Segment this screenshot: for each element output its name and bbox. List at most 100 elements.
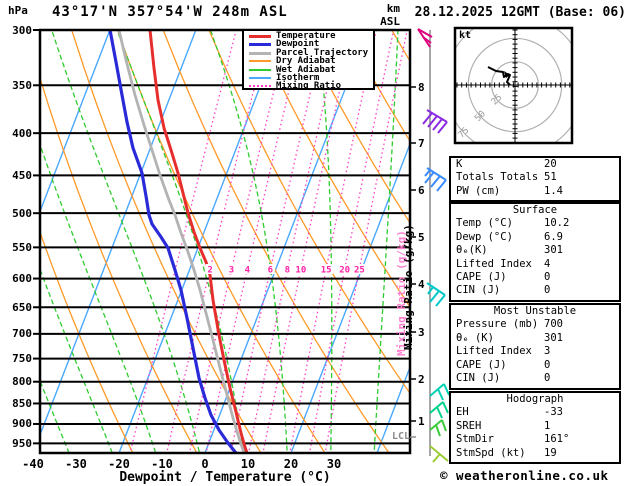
- indices-row-value: 0: [544, 358, 551, 371]
- legend-line-swatch: [249, 43, 271, 47]
- legend-item: Mixing Ratio: [244, 81, 373, 91]
- legend-item: Temperature: [244, 31, 373, 41]
- km-tick-label: 2: [418, 372, 425, 386]
- indices-row: EH -33: [451, 406, 619, 419]
- pressure-tick-label: 850: [12, 396, 32, 410]
- legend-item-label: Wet Adiabat: [276, 64, 336, 75]
- km-tick-label: 7: [418, 136, 425, 150]
- mixing-ratio-value-label: 8: [285, 266, 290, 276]
- wind-barb-icon: [422, 109, 448, 134]
- indices-row: Dewp (°C) 6.9: [451, 231, 619, 244]
- hodograph-border: [453, 26, 574, 145]
- dry-adiabat-line: [116, 30, 326, 453]
- altitude-axis-unit-km: km: [386, 2, 400, 15]
- x-axis-title: Dewpoint / Temperature (°C): [119, 470, 331, 485]
- mixing-ratio-value-label: 4: [245, 266, 251, 276]
- mixing-ratio-value-label: 25: [354, 266, 365, 276]
- mixing-ratio-line: [129, 30, 237, 453]
- pressure-axis-unit: hPa: [8, 4, 28, 17]
- indices-row: SREH 1: [451, 420, 619, 433]
- km-tick-label: 6: [418, 183, 425, 197]
- temperature-tick-label: 20: [283, 457, 299, 471]
- dry-adiabat-line: [40, 75, 198, 453]
- indices-row-label: CIN (J): [456, 371, 501, 384]
- wind-barb-column: [417, 28, 450, 463]
- hodograph-trace-arrow: [504, 71, 510, 78]
- pressure-tick-label: 350: [12, 78, 32, 92]
- temperature-tick-label: 10: [240, 457, 256, 471]
- plot-frame: [38, 28, 412, 455]
- indices-row-label: SREH: [456, 419, 482, 432]
- pressure-tick-label: 800: [12, 375, 32, 389]
- mixing-ratio-line: [308, 30, 395, 453]
- mixing-ratio-value-label: 6: [268, 266, 273, 276]
- indices-box-hodograph: Hodograph EH -33 SREH 1 StmDir 161° StmSpd (kt)…: [449, 391, 621, 464]
- isotherm-line: [118, 30, 283, 453]
- indices-row-label: K: [456, 158, 463, 170]
- km-tick-label: 1: [418, 414, 425, 428]
- mixing-ratio-value-label: 3: [229, 266, 234, 276]
- wind-barb-icon: [429, 401, 449, 419]
- legend-line-swatch: [249, 60, 271, 63]
- indices-row: StmSpd (kt) 19: [451, 447, 619, 460]
- temperature-tick-label: -30: [65, 457, 87, 471]
- mixing-ratio-axis-label: Mixing Ratio (g/kg): [402, 224, 415, 350]
- legend-line-swatch: [249, 51, 271, 55]
- indices-row-value: 0: [544, 284, 551, 297]
- indices-row-label: Totals Totals: [456, 171, 539, 184]
- credit-footer: © weatheronline.co.uk: [440, 468, 609, 483]
- axis-ticks: [410, 86, 416, 438]
- indices-row: StmDir 161°: [451, 433, 619, 446]
- indices-row-label: Dewp (°C): [456, 230, 513, 243]
- wind-barb-icon: [417, 28, 433, 48]
- wind-barb-icon: [424, 167, 447, 192]
- dry-adiabat-line: [40, 230, 134, 453]
- indices-row-label: StmDir: [456, 433, 494, 446]
- indices-row-value: 19: [544, 446, 557, 459]
- mixing-ratio-line: [166, 30, 270, 453]
- indices-row-value: -33: [544, 406, 563, 419]
- indices-row: Lifted Index 3: [451, 345, 619, 358]
- indices-row-value: 3: [544, 345, 551, 358]
- wind-barb-icon: [429, 383, 450, 401]
- indices-row-label: Temp (°C): [456, 217, 513, 230]
- temperature-tick-label: -40: [22, 457, 44, 471]
- run-datetime: 28.12.2025 12GMT (Base: 06): [414, 5, 626, 20]
- dewpoint-curve: [108, 30, 238, 453]
- legend: Temperature Dewpoint Parcel Trajectory Dry …: [242, 29, 375, 91]
- km-tick-label: 4: [418, 277, 425, 291]
- indices-row-value: 301: [544, 331, 563, 344]
- indices-row: PW (cm) 1.4: [451, 185, 619, 198]
- mixing-ratio-value-label: 15: [321, 266, 332, 276]
- mixing-ratio-line: [262, 30, 354, 453]
- sounding-curves: [108, 30, 249, 453]
- mixing-label-bg: [227, 264, 237, 274]
- dry-adiabat-line: [208, 30, 410, 395]
- indices-row-value: 1: [544, 419, 551, 432]
- legend-item: Wet Adiabat: [244, 64, 373, 75]
- indices-row: CIN (J) 0: [451, 284, 619, 297]
- legend-item: Dewpoint: [244, 39, 373, 49]
- indices-row-value: 10.2: [544, 217, 570, 230]
- indices-box-stability: K 20 Totals Totals 51 PW (cm) 1.4: [449, 156, 621, 202]
- dry-adiabat-line: [71, 30, 262, 453]
- indices-row-label: Lifted Index: [456, 345, 532, 358]
- legend-item: Isotherm: [244, 73, 373, 83]
- indices-row-value: 700: [544, 318, 563, 331]
- temperature-curve: [148, 30, 249, 453]
- mixing-label-bg: [352, 264, 367, 274]
- indices-box-surface: Surface Temp (°C) 10.2 Dewp (°C) 6.9 θₑ(K) 301…: [449, 202, 621, 302]
- lcl-marker-label: LCL: [392, 431, 411, 442]
- pressure-tick-label: 650: [12, 300, 32, 314]
- mixing-label-bg: [293, 264, 308, 274]
- page-title: 43°17'N 357°54'W 248m ASL: [52, 4, 288, 20]
- mixing-ratio-value-label: 10: [295, 266, 306, 276]
- indices-box-most-unstable: Most Unstable Pressure (mb) 700 θₑ (K) 301 Li…: [449, 303, 621, 390]
- indices-row-value: 1.4: [544, 184, 563, 197]
- km-tick-label: 8: [418, 80, 425, 94]
- pressure-tick-label: 300: [12, 23, 32, 37]
- indices-row: θₑ(K) 301: [451, 244, 619, 257]
- pressure-tick-label: 600: [12, 272, 32, 286]
